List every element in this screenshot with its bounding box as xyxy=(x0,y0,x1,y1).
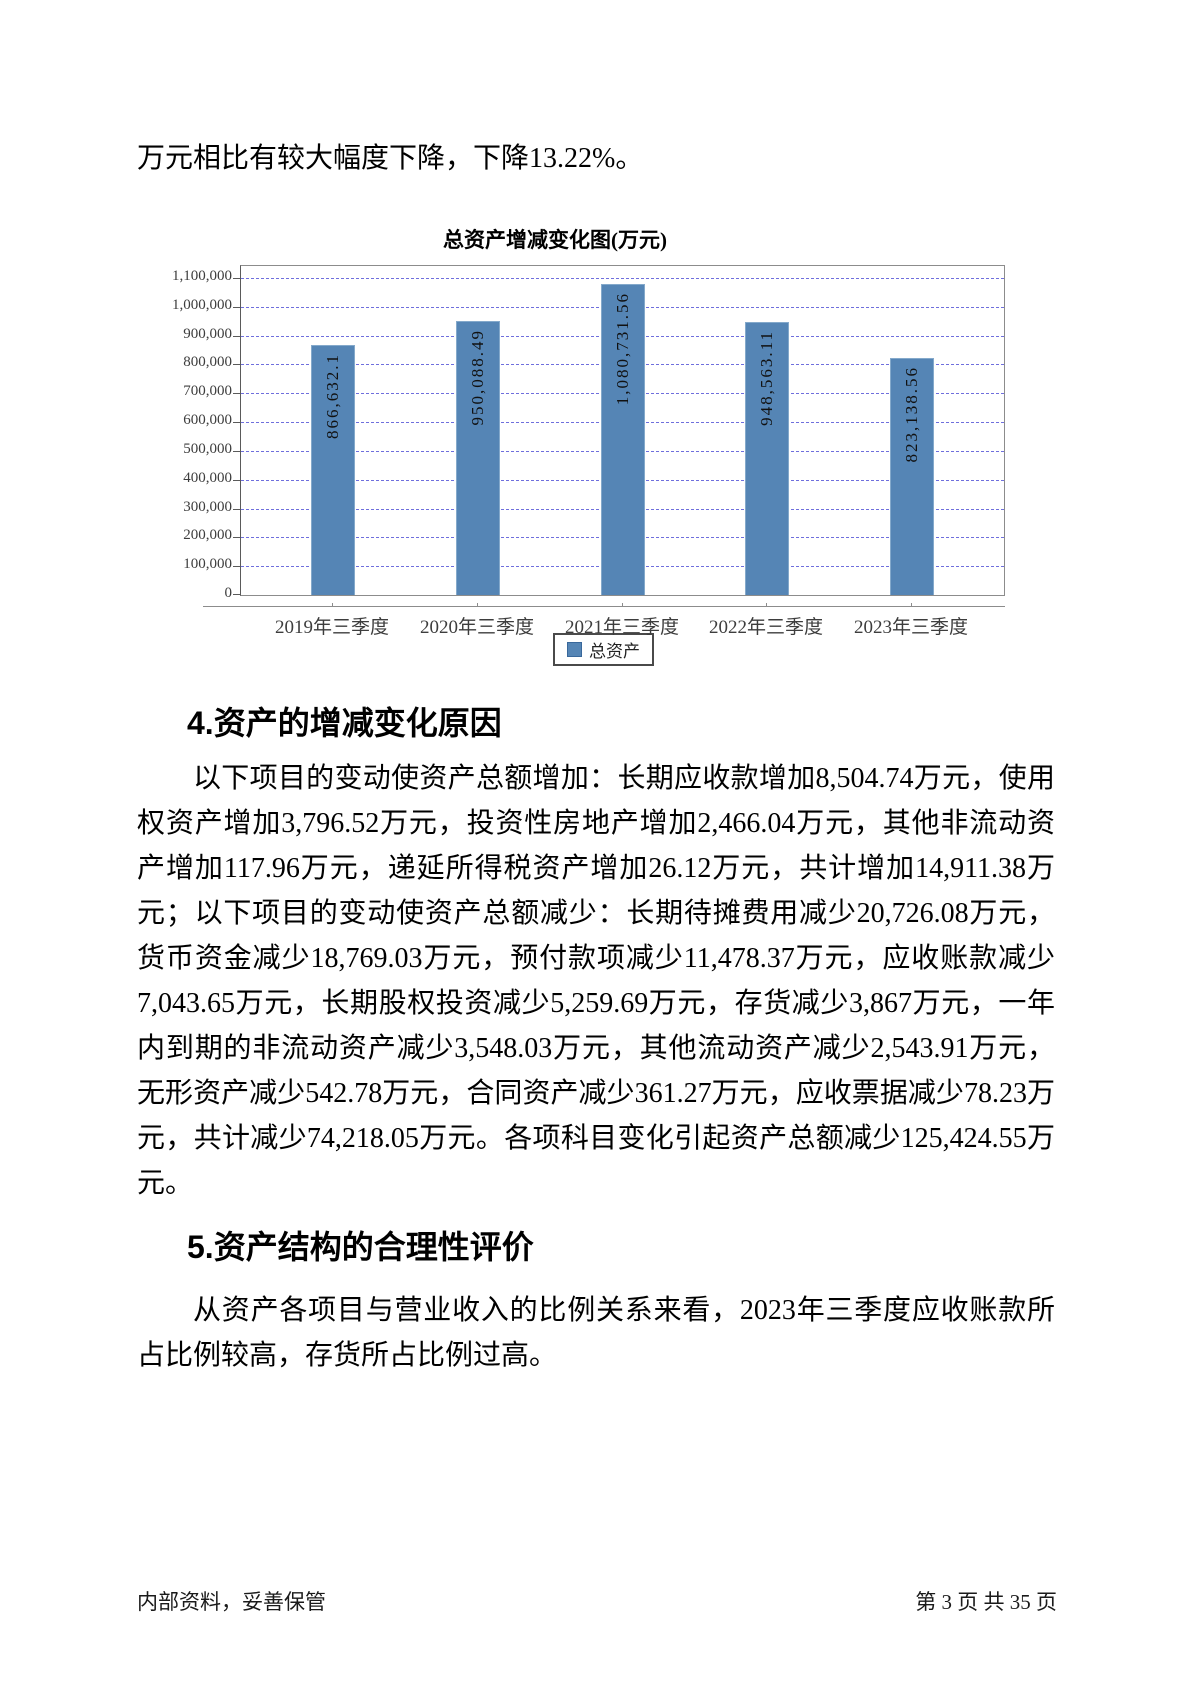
y-axis-tick-label: 1,000,000 xyxy=(172,297,232,313)
y-axis-tick xyxy=(233,480,241,481)
y-axis-tick xyxy=(233,537,241,538)
section-paragraph-5: 从资产各项目与营业收入的比例关系来看，2023年三季度应收账款所占比例较高，存货… xyxy=(137,1295,1055,1371)
x-axis-tick xyxy=(622,603,623,607)
y-axis-tick xyxy=(233,336,241,337)
section-heading-5: 5.资产结构的合理性评价 xyxy=(187,1229,534,1265)
x-axis-label: 2020年三季度 xyxy=(419,617,534,638)
intro-paragraph: 万元相比有较大幅度下降，下降13.22%。 xyxy=(137,143,644,174)
bar-value-label: 948,563.11 xyxy=(757,330,776,426)
footer-page-number: 第 3 页 共 35 页 xyxy=(915,1590,1057,1614)
bar-value-label: 823,138.56 xyxy=(902,366,921,463)
x-axis-tick xyxy=(911,603,912,607)
x-axis-label: 2019年三季度 xyxy=(274,617,389,638)
y-axis-tick-label: 800,000 xyxy=(183,354,232,370)
x-axis-tick xyxy=(332,603,333,607)
y-axis-tick-label: 1,100,000 xyxy=(172,268,232,284)
x-axis-label: 2023年三季度 xyxy=(853,617,968,638)
legend-series-label: 总资产 xyxy=(589,642,640,661)
section-heading-4: 4.资产的增减变化原因 xyxy=(187,705,502,741)
section-paragraph-4: 以下项目的变动使资产总额增加：长期应收款增加8,504.74万元，使用权资产增加… xyxy=(137,763,1055,1199)
bar-value-label: 1,080,731.56 xyxy=(613,292,632,406)
bar: 866,632.1 xyxy=(311,345,355,595)
y-axis-tick xyxy=(233,278,241,279)
y-axis-tick xyxy=(233,307,241,308)
y-axis-tick xyxy=(233,451,241,452)
y-axis-tick-label: 600,000 xyxy=(183,412,232,428)
legend: 总资产 xyxy=(553,633,654,666)
bar: 950,088.49 xyxy=(456,321,500,595)
x-axis-label: 2021年三季度 xyxy=(564,617,679,638)
y-gridline xyxy=(241,278,1004,279)
bar-value-label: 866,632.1 xyxy=(323,353,342,439)
x-axis-label: 2022年三季度 xyxy=(708,617,823,638)
y-axis-tick-label: 400,000 xyxy=(183,470,232,486)
x-axis-tick xyxy=(766,603,767,607)
chart-region: 总资产增减变化图(万元) 866,632.1 950,088.49 1,080,73… xyxy=(150,222,1020,682)
bar: 823,138.56 xyxy=(890,358,934,595)
y-axis-tick-label: 100,000 xyxy=(183,556,232,572)
y-axis-tick xyxy=(233,422,241,423)
y-axis-tick-label: 0 xyxy=(224,585,233,601)
y-axis-tick-label: 200,000 xyxy=(183,527,232,543)
x-axis-tick xyxy=(477,603,478,607)
y-axis-tick-label: 300,000 xyxy=(183,499,232,515)
bar: 1,080,731.56 xyxy=(601,284,645,595)
y-axis-tick-label: 500,000 xyxy=(183,441,232,457)
y-axis-tick-label: 900,000 xyxy=(183,326,232,342)
bar: 948,563.11 xyxy=(745,322,789,595)
y-axis-tick xyxy=(233,566,241,567)
y-axis-tick-label: 700,000 xyxy=(183,383,232,399)
y-axis-tick xyxy=(233,393,241,394)
y-axis-tick xyxy=(233,364,241,365)
y-axis-tick xyxy=(233,509,241,510)
bar-value-label: 950,088.49 xyxy=(468,329,487,426)
chart-title: 总资产增减变化图(万元) xyxy=(443,228,667,252)
legend-color-swatch xyxy=(567,642,582,657)
y-axis-tick xyxy=(233,594,241,595)
footer-confidential-note: 内部资料，妥善保管 xyxy=(137,1590,326,1614)
plot-area: 866,632.1 950,088.49 1,080,731.56 948,563.1… xyxy=(233,265,1005,596)
x-axis-line xyxy=(203,606,1005,607)
